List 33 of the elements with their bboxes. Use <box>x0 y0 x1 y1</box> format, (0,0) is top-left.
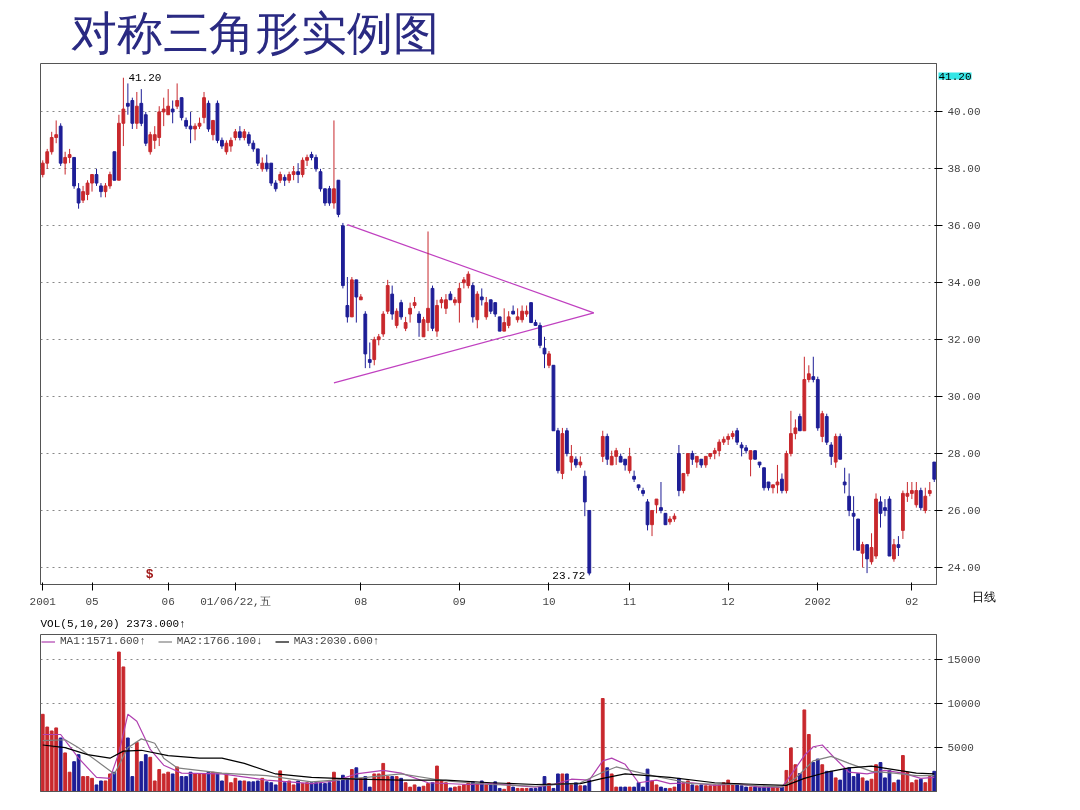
x-tick-label: 2001 <box>29 595 57 608</box>
legend-label: MA2:1766.100↓ <box>176 635 263 647</box>
annotation: 41.20 <box>128 72 162 85</box>
y-tick-label: 26.00 <box>947 504 981 517</box>
x-tick-label: 01/06/22,五 <box>200 595 271 608</box>
x-tick-label: 11 <box>623 595 637 608</box>
y-tick-label: 34.00 <box>947 277 981 290</box>
x-tick-label: 2002 <box>804 595 831 608</box>
x-tick-label: 08 <box>354 595 368 608</box>
annotation: 23.72 <box>552 569 586 582</box>
y-tick-label: 38.00 <box>947 163 981 176</box>
y-tick-label: 24.00 <box>947 561 981 574</box>
y-tick-label: 32.00 <box>947 334 981 347</box>
x-tick-label: 09 <box>452 595 466 608</box>
annotation: $ <box>145 566 154 582</box>
text: 日线 <box>971 590 996 605</box>
y-tick-label: 36.00 <box>947 220 981 233</box>
x-tick-label: 06 <box>161 595 175 608</box>
y-tick-label: 40.00 <box>947 106 981 119</box>
y-tick-label: 28.00 <box>947 448 981 461</box>
chart-title: 对称三角形实例图 <box>70 7 439 59</box>
y-tick-label: 10000 <box>947 698 981 711</box>
y-tick-label: 15000 <box>947 654 981 667</box>
x-tick-label: 12 <box>721 595 735 608</box>
legend-label: MA3:2030.600↑ <box>293 635 380 647</box>
x-tick-label: 05 <box>85 595 99 608</box>
x-tick-label: 02 <box>905 595 919 608</box>
text: 41.20 <box>938 70 972 83</box>
y-tick-label: 30.00 <box>947 391 981 404</box>
legend-label: MA1:1571.600↑ <box>60 635 146 647</box>
y-tick-label: 5000 <box>947 742 974 755</box>
x-tick-label: 10 <box>542 595 556 608</box>
chart-title: VOL(5,10,20) 2373.000↑ <box>40 617 186 630</box>
